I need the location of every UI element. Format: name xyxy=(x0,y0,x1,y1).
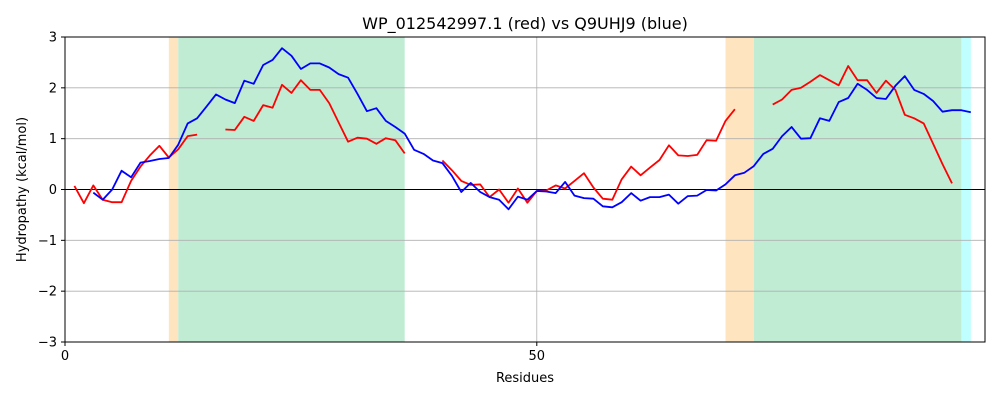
y-tick-label-1: −2 xyxy=(38,285,57,300)
series-0-segment-2 xyxy=(441,108,736,204)
series-1-segment-0 xyxy=(92,47,971,211)
x-tick-label-0: 0 xyxy=(61,349,69,364)
chart-title: WP_012542997.1 (red) vs Q9UHJ9 (blue) xyxy=(362,14,688,34)
y-tick-label-0: −3 xyxy=(38,336,57,351)
y-tick-label-5: 2 xyxy=(49,81,57,96)
x-tick-label-1: 50 xyxy=(529,349,546,364)
y-axis-label: Hydropathy (kcal/mol) xyxy=(15,117,30,262)
y-tick-label-2: −1 xyxy=(38,234,57,249)
series-0-segment-1 xyxy=(225,79,406,154)
axis-ticks: −3 −2 −1 0 1 2 3 0 50 xyxy=(38,31,545,365)
series-0-segment-0 xyxy=(73,133,198,205)
y-tick-label-6: 3 xyxy=(49,31,57,46)
x-axis-label: Residues xyxy=(496,371,554,386)
y-tick-label-4: 1 xyxy=(49,132,57,147)
series-lines xyxy=(73,47,971,211)
series-0-segment-3 xyxy=(772,65,953,184)
y-tick-label-3: 0 xyxy=(49,183,57,198)
